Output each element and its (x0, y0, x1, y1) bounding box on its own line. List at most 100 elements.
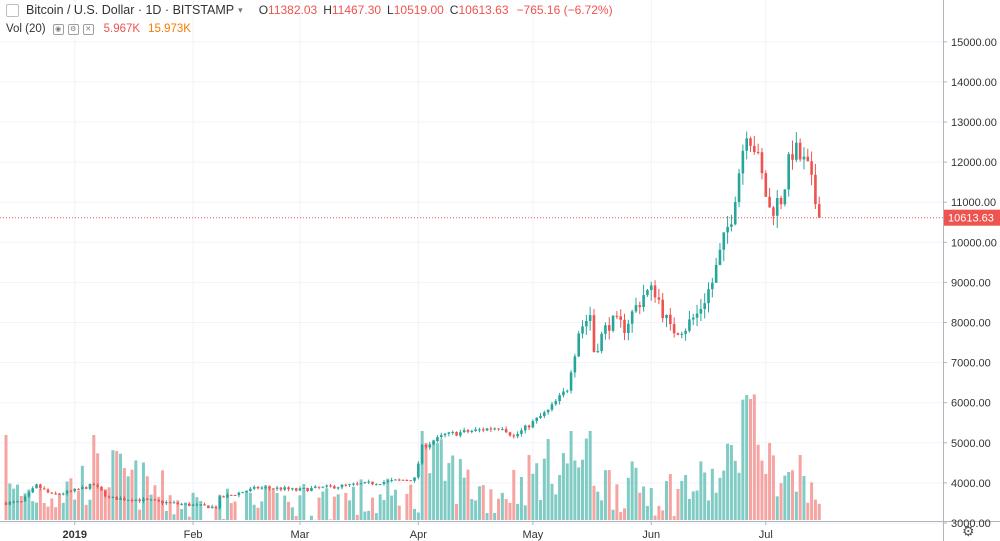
volume-bar (603, 470, 607, 520)
candle-body (726, 226, 729, 233)
candle-body (73, 488, 77, 492)
candle-body (814, 174, 817, 205)
candle-body (310, 487, 313, 492)
candle-body (81, 487, 84, 490)
candle-body (550, 404, 554, 410)
volume-bar (565, 463, 569, 520)
volume-bar (527, 455, 531, 520)
candle-body (401, 479, 405, 481)
volume-bar (771, 455, 775, 520)
candle-body (695, 313, 699, 318)
candle-body (764, 173, 768, 197)
volume-bar (752, 394, 756, 520)
change-value: −765.16 (−6.72%) (516, 3, 613, 17)
candle-body (756, 151, 760, 153)
candle-body (12, 501, 15, 503)
candle-body (394, 479, 397, 481)
volume-bar (661, 510, 665, 520)
candle-body (157, 499, 161, 501)
candle-body (397, 479, 401, 481)
last-price-line: 10613.63 (0, 209, 1000, 226)
candle-body (802, 156, 806, 160)
volume-bar (294, 516, 298, 520)
candle-body (795, 142, 798, 160)
volume-bar (283, 495, 287, 520)
volume-bar (539, 500, 543, 520)
volume-bar (497, 498, 501, 520)
candle-body (508, 432, 512, 436)
volume-bar (630, 461, 634, 520)
volume-bar (413, 508, 417, 520)
candle-body (222, 496, 225, 498)
volume-bar (149, 494, 153, 520)
volume-bar (393, 489, 397, 520)
close-icon[interactable]: ✕ (82, 23, 94, 35)
chevron-down-icon[interactable]: ▾ (238, 4, 243, 15)
volume-bar (222, 518, 226, 520)
volume-bar (35, 502, 39, 520)
volume-bar (485, 513, 489, 520)
volume-bar (615, 484, 619, 520)
candle-body (264, 487, 267, 489)
candle-body (501, 428, 504, 430)
candle-body (623, 319, 626, 334)
candle-body (611, 315, 615, 331)
candle-body (539, 416, 542, 418)
symbol-title[interactable]: Bitcoin / U.S. Dollar · 1D · BITSTAMP (26, 3, 235, 17)
volume-bar (703, 472, 707, 520)
volume-bar (470, 499, 474, 520)
volume-bar (623, 508, 627, 520)
candle-body (707, 289, 710, 304)
volume-bar (317, 497, 321, 520)
legend-toggle-checkbox[interactable] (6, 3, 19, 17)
volume-bar (741, 399, 745, 520)
volume-bar (749, 399, 753, 520)
candle-body (493, 428, 497, 430)
eye-icon[interactable]: ◉ (52, 23, 64, 35)
volume-bar (684, 475, 688, 520)
volume-bar (806, 502, 810, 520)
candle-body (745, 138, 748, 151)
candle-body (478, 429, 481, 431)
volume-label[interactable]: Vol (20) (6, 23, 46, 35)
candle-body (569, 372, 573, 391)
candle-body (688, 319, 691, 331)
volume-bar (474, 500, 478, 520)
volume-bar (168, 495, 172, 520)
settings-icon[interactable]: ⚙ (67, 23, 79, 35)
volume-bar (432, 439, 436, 520)
candle-body (363, 481, 367, 484)
candle-body (226, 494, 229, 498)
volume-bar (42, 502, 46, 520)
candle-body (649, 285, 653, 291)
volume-bar (229, 503, 233, 520)
candle-body (283, 487, 287, 490)
candle-body (126, 499, 130, 501)
volume-bar (462, 477, 466, 520)
candle-body (657, 297, 661, 300)
time-tick-label: May (522, 529, 543, 541)
volume-bar (409, 484, 413, 520)
volume-bar (416, 512, 420, 520)
volume-bar (787, 472, 791, 520)
volume-bar (687, 498, 691, 520)
volume-bar (321, 491, 325, 520)
low-label: L (387, 3, 394, 17)
candle-body (359, 483, 363, 485)
volume-bar (798, 455, 802, 520)
volume-bar (794, 491, 798, 520)
candle-body (459, 432, 462, 436)
candle-body (680, 333, 684, 335)
candle-body (806, 156, 810, 162)
volume-bar (550, 483, 554, 520)
candle-body (340, 484, 344, 488)
volume-bar (760, 460, 764, 520)
volume-bar (802, 476, 806, 520)
candle-body (336, 487, 340, 489)
volume-bar (141, 462, 145, 520)
candle-body (684, 330, 687, 334)
volume-bar (57, 493, 61, 520)
gear-icon[interactable]: ⚙ (962, 523, 975, 539)
price-tick-label: 10000.00 (951, 237, 997, 249)
